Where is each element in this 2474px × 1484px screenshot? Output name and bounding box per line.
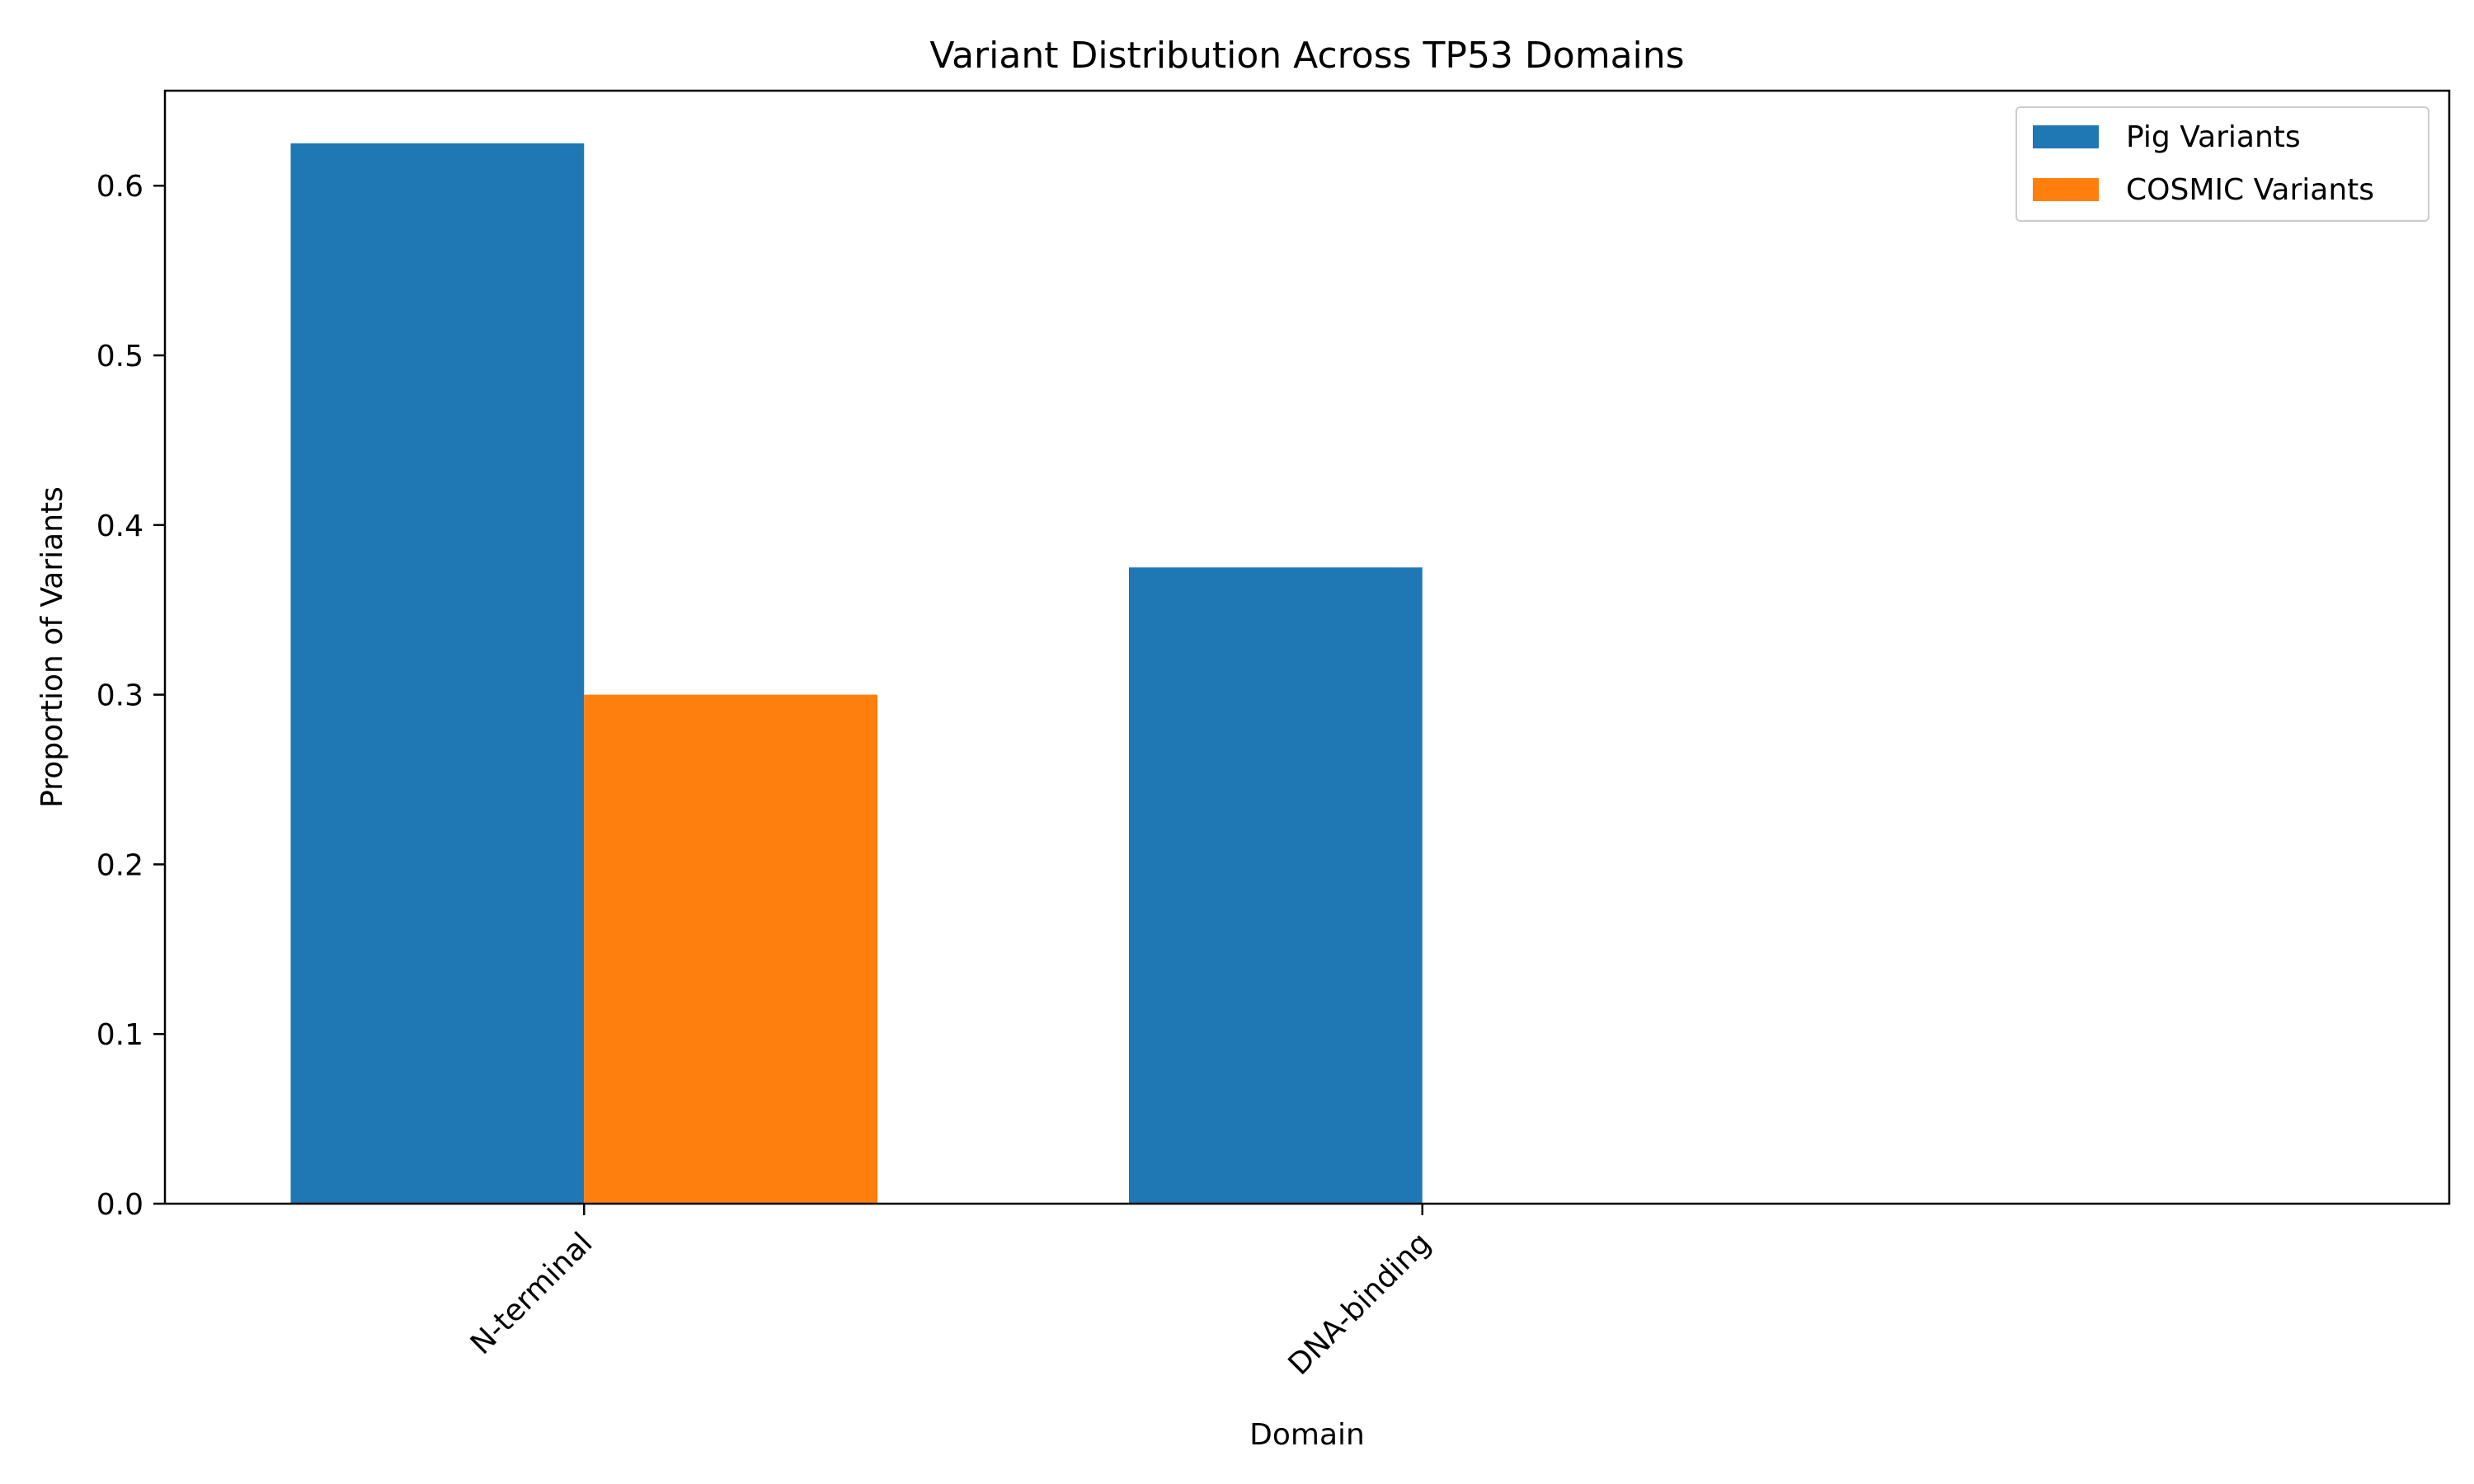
y-tick-label: 0.2 (96, 848, 143, 882)
legend-box (2015, 106, 2429, 222)
bar-cosmic-variants-n-terminal (584, 694, 878, 1204)
legend-label-cosmic-variants: COSMIC Variants (2126, 173, 2374, 207)
plot-area-frame (163, 89, 2451, 1205)
y-axis-ticks: 0.0 0.1 0.2 0.3 0.4 0.5 0.6 (96, 170, 165, 1222)
legend-swatch-pig-variants (2033, 125, 2099, 148)
y-tick-label: 0.0 (96, 1188, 143, 1222)
y-tick-label: 0.4 (96, 510, 143, 543)
y-tick-label: 0.3 (96, 679, 143, 713)
legend-label-pig-variants: Pig Variants (2126, 120, 2301, 154)
bars-layer (290, 143, 1423, 1204)
bar-pig-variants-n-terminal (290, 143, 585, 1204)
x-axis-label: Domain (1249, 1418, 1365, 1452)
y-tick-label: 0.1 (96, 1018, 143, 1052)
y-tick-label: 0.5 (96, 340, 143, 373)
chart-title: Variant Distribution Across TP53 Domains (929, 35, 1684, 77)
y-axis-label: Proportion of Variants (35, 486, 69, 808)
bar-pig-variants-dna-binding (1128, 567, 1423, 1204)
y-tick-label: 0.6 (96, 170, 143, 204)
legend: Pig Variants COSMIC Variants (2015, 106, 2429, 222)
legend-swatch-cosmic-variants (2033, 178, 2099, 201)
